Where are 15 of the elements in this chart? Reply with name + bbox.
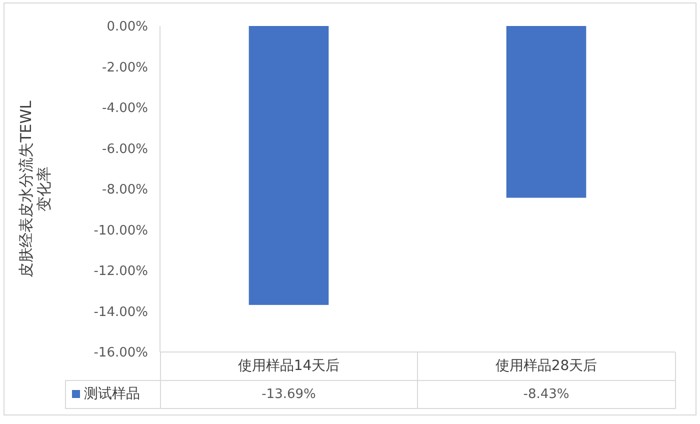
data-label: -13.69% (160, 380, 418, 408)
y-tick-label: -12.00% (94, 264, 148, 280)
data-label: -8.43% (418, 380, 675, 408)
y-tick-label: -8.00% (102, 182, 148, 198)
y-tick-label: -10.00% (94, 223, 148, 238)
legend-label: 测试样品 (66, 380, 160, 408)
y-tick-label: 0.00% (106, 20, 148, 35)
y-axis-title: 皮肤经表皮水分流失TEWL 变化率 (17, 100, 53, 278)
y-tick-label: -14.00% (94, 304, 148, 320)
y-tick-label: -6.00% (102, 142, 148, 157)
y-tick-label: -4.00% (102, 101, 148, 116)
x-tick-label: 使用样品28天后 (418, 352, 675, 380)
y-tick-label: -16.00% (94, 346, 148, 361)
x-tick-label: 使用样品14天后 (160, 352, 418, 380)
y-tick-label: -2.00% (102, 60, 148, 76)
